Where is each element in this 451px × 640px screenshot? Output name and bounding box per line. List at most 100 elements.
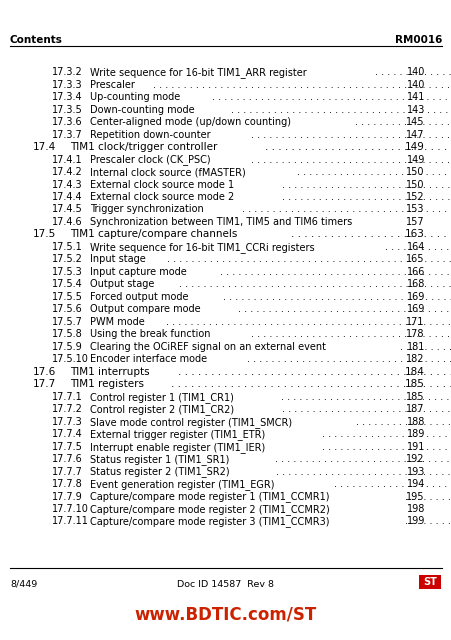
Text: . . . . . . . . . . . . . . . . . . . . . . . . . . . . . . . . . . . . . . . . : . . . . . . . . . . . . . . . . . . . . …: [290, 230, 451, 239]
Text: Prescaler: Prescaler: [90, 80, 135, 90]
Text: 17.5.3: 17.5.3: [52, 267, 83, 277]
Text: 199: 199: [405, 516, 424, 527]
Text: . . . . . . . . . . . . . . . . . . . . . . . . . . . . . . . . . . . . . . . . : . . . . . . . . . . . . . . . . . . . . …: [246, 355, 451, 364]
Text: Status register 2 (TIM1_SR2): Status register 2 (TIM1_SR2): [90, 467, 230, 477]
Text: www.BDTIC.com/ST: www.BDTIC.com/ST: [134, 605, 317, 623]
Text: TIM1 interrupts: TIM1 interrupts: [70, 367, 149, 377]
Text: External clock source mode 2: External clock source mode 2: [90, 192, 234, 202]
Text: . . . . . . . . . . . . . . . . . . . . . . . . . . . . . . . . . . . . . . . . : . . . . . . . . . . . . . . . . . . . . …: [354, 117, 451, 127]
Text: 17.7.8: 17.7.8: [52, 479, 83, 489]
Text: 140: 140: [405, 80, 424, 90]
Text: . . . . . . . . . . . . . . . . . . . . . . . . . . . . . . . . . . . . . . . . : . . . . . . . . . . . . . . . . . . . . …: [404, 516, 451, 527]
Text: 184: 184: [404, 367, 424, 377]
Text: 17.3.2: 17.3.2: [52, 67, 83, 77]
Text: . . . . . . . . . . . . . . . . . . . . . . . . . . . . . . . . . . . . . . . . : . . . . . . . . . . . . . . . . . . . . …: [242, 205, 451, 214]
Text: Center-aligned mode (up/down counting): Center-aligned mode (up/down counting): [90, 117, 291, 127]
Text: 187: 187: [405, 404, 424, 414]
Text: 166: 166: [405, 267, 424, 277]
Text: . . . . . . . . . . . . . . . . . . . . . . . . . . . . . . . . . . . . . . . . : . . . . . . . . . . . . . . . . . . . . …: [212, 92, 451, 102]
Text: Control register 2 (TIM1_CR2): Control register 2 (TIM1_CR2): [90, 404, 234, 415]
Bar: [419, 575, 440, 589]
Text: RM0016: RM0016: [394, 35, 441, 45]
Text: 152: 152: [405, 192, 424, 202]
Text: 17.4.6: 17.4.6: [52, 217, 83, 227]
Text: Doc ID 14587  Rev 8: Doc ID 14587 Rev 8: [177, 580, 274, 589]
Text: Output stage: Output stage: [90, 279, 154, 289]
Text: Contents: Contents: [10, 35, 63, 45]
Text: . . . . . . . . . . . . . . . . . . . . . . . . . . . . . . . . . . . . . . . . : . . . . . . . . . . . . . . . . . . . . …: [238, 305, 451, 314]
Text: . . . . . . . . . . . . . . . . . . . . . . . . . . . . . . . . . . . . . . . . : . . . . . . . . . . . . . . . . . . . . …: [374, 67, 451, 77]
Text: Internal clock source (fMASTER): Internal clock source (fMASTER): [90, 167, 246, 177]
Text: 169: 169: [405, 292, 424, 302]
Text: PWM mode: PWM mode: [90, 317, 145, 327]
Text: . . . . . . . . . . . . . . . . . . . . . . . . . . . . . . . . . . . . . . . . : . . . . . . . . . . . . . . . . . . . . …: [281, 392, 451, 402]
Text: Event generation register (TIM1_EGR): Event generation register (TIM1_EGR): [90, 479, 274, 490]
Text: 185: 185: [405, 392, 424, 402]
Text: . . . . . . . . . . . . . . . . . . . . . . . . . . . . . . . . . . . . . . . . : . . . . . . . . . . . . . . . . . . . . …: [220, 267, 451, 277]
Text: 17.3.3: 17.3.3: [52, 80, 83, 90]
Text: . . . . . . . . . . . . . . . . . . . . . . . . . . . . . . . . . . . . . . . . : . . . . . . . . . . . . . . . . . . . . …: [321, 442, 451, 452]
Text: Synchronization between TIM1, TIM5 and TIM6 timers: Synchronization between TIM1, TIM5 and T…: [90, 217, 352, 227]
Text: 17.7.2: 17.7.2: [52, 404, 83, 414]
Text: 17.5.6: 17.5.6: [52, 305, 83, 314]
Text: Forced output mode: Forced output mode: [90, 292, 189, 302]
Text: 149: 149: [405, 155, 424, 164]
Text: 178: 178: [405, 329, 424, 339]
Text: 17.7.5: 17.7.5: [52, 442, 83, 452]
Text: Down-counting mode: Down-counting mode: [90, 105, 194, 115]
Text: Encoder interface mode: Encoder interface mode: [90, 355, 207, 364]
Text: TIM1 clock/trigger controller: TIM1 clock/trigger controller: [70, 142, 217, 152]
Text: 17.5.4: 17.5.4: [52, 279, 83, 289]
Text: 143: 143: [405, 105, 424, 115]
Text: . . . . . . . . . . . . . . . . . . . . . . . . . . . . . . . . . . . . . . . . : . . . . . . . . . . . . . . . . . . . . …: [281, 179, 451, 189]
Text: 8/449: 8/449: [10, 580, 37, 589]
Text: 171: 171: [405, 317, 424, 327]
Text: . . . . . . . . . . . . . . . . . . . . . . . . . . . . . . . . . . . . . . . . : . . . . . . . . . . . . . . . . . . . . …: [230, 105, 451, 115]
Text: 185: 185: [404, 379, 424, 389]
Text: . . . . . . . . . . . . . . . . . . . . . . . . . . . . . . . . . . . . . . . . : . . . . . . . . . . . . . . . . . . . . …: [170, 379, 451, 389]
Text: . . . . . . . . . . . . . . . . . . . . . . . . . . . . . . . . . . . . . . . . : . . . . . . . . . . . . . . . . . . . . …: [251, 129, 451, 140]
Text: Capture/compare mode register 1 (TIM1_CCMR1): Capture/compare mode register 1 (TIM1_CC…: [90, 492, 329, 502]
Text: External trigger register (TIM1_ETR): External trigger register (TIM1_ETR): [90, 429, 265, 440]
Text: Write sequence for 16-bit TIM1_ARR register: Write sequence for 16-bit TIM1_ARR regis…: [90, 67, 307, 78]
Text: 17.7.9: 17.7.9: [52, 492, 83, 502]
Text: 17.5.1: 17.5.1: [52, 242, 83, 252]
Text: 17.7.6: 17.7.6: [52, 454, 83, 464]
Text: 17.4: 17.4: [33, 142, 56, 152]
Text: 198: 198: [405, 504, 424, 514]
Text: 17.4.3: 17.4.3: [52, 179, 83, 189]
Text: 17.7: 17.7: [33, 379, 56, 389]
Text: . . . . . . . . . . . . . . . . . . . . . . . . . . . . . . . . . . . . . . . . : . . . . . . . . . . . . . . . . . . . . …: [275, 467, 451, 477]
Text: Status register 1 (TIM1_SR1): Status register 1 (TIM1_SR1): [90, 454, 229, 465]
Text: 194: 194: [405, 479, 424, 489]
Text: . . . . . . . . . . . . . . . . . . . . . . . . . . . . . . . . . . . . . . . . : . . . . . . . . . . . . . . . . . . . . …: [321, 429, 451, 439]
Text: 182: 182: [405, 355, 424, 364]
Text: . . . . . . . . . . . . . . . . . . . . . . . . . . . . . . . . . . . . . . . . : . . . . . . . . . . . . . . . . . . . . …: [275, 454, 451, 464]
Text: 17.7.10: 17.7.10: [52, 504, 89, 514]
Text: Write sequence for 16-bit TIM1_CCRi registers: Write sequence for 16-bit TIM1_CCRi regi…: [90, 242, 314, 253]
Text: External clock source mode 1: External clock source mode 1: [90, 179, 234, 189]
Text: . . . . . . . . . . . . . . . . . . . . . . . . . . . . . . . . . . . . . . . . : . . . . . . . . . . . . . . . . . . . . …: [333, 479, 451, 489]
Text: Input stage: Input stage: [90, 255, 146, 264]
Text: Clearing the OCiREF signal on an external event: Clearing the OCiREF signal on an externa…: [90, 342, 326, 352]
Text: 17.3.6: 17.3.6: [52, 117, 83, 127]
Text: 17.3.5: 17.3.5: [52, 105, 83, 115]
Text: 153: 153: [405, 205, 424, 214]
Text: 17.5.5: 17.5.5: [52, 292, 83, 302]
Text: 17.7.1: 17.7.1: [52, 392, 83, 402]
Text: 17.4.5: 17.4.5: [52, 205, 83, 214]
Text: 150: 150: [405, 179, 424, 189]
Text: . . . . . . . . . . . . . . . . . . . . . . . . . . . . . . . . . . . . . . . . : . . . . . . . . . . . . . . . . . . . . …: [399, 342, 451, 352]
Text: 147: 147: [405, 129, 424, 140]
Text: Interrupt enable register (TIM1_IER): Interrupt enable register (TIM1_IER): [90, 442, 265, 452]
Text: . . . . . . . . . . . . . . . . . . . . . . . . . . . . . . . . . . . . . . . . : . . . . . . . . . . . . . . . . . . . . …: [222, 292, 451, 302]
Text: Output compare mode: Output compare mode: [90, 305, 201, 314]
Text: 17.6: 17.6: [33, 367, 56, 377]
Text: Using the break function: Using the break function: [90, 329, 211, 339]
Text: . . . . . . . . . . . . . . . . . . . . . . . . . . . . . . . . . . . . . . . . : . . . . . . . . . . . . . . . . . . . . …: [265, 142, 451, 152]
Text: 168: 168: [405, 279, 424, 289]
Text: 17.7.4: 17.7.4: [52, 429, 83, 439]
Text: . . . . . . . . . . . . . . . . . . . . . . . . . . . . . . . . . . . . . . . . : . . . . . . . . . . . . . . . . . . . . …: [251, 155, 451, 164]
Text: 145: 145: [405, 117, 424, 127]
Text: . . . . . . . . . . . . . . . . . . . . . . . . . . . . . . . . . . . . . . . . : . . . . . . . . . . . . . . . . . . . . …: [167, 255, 451, 264]
